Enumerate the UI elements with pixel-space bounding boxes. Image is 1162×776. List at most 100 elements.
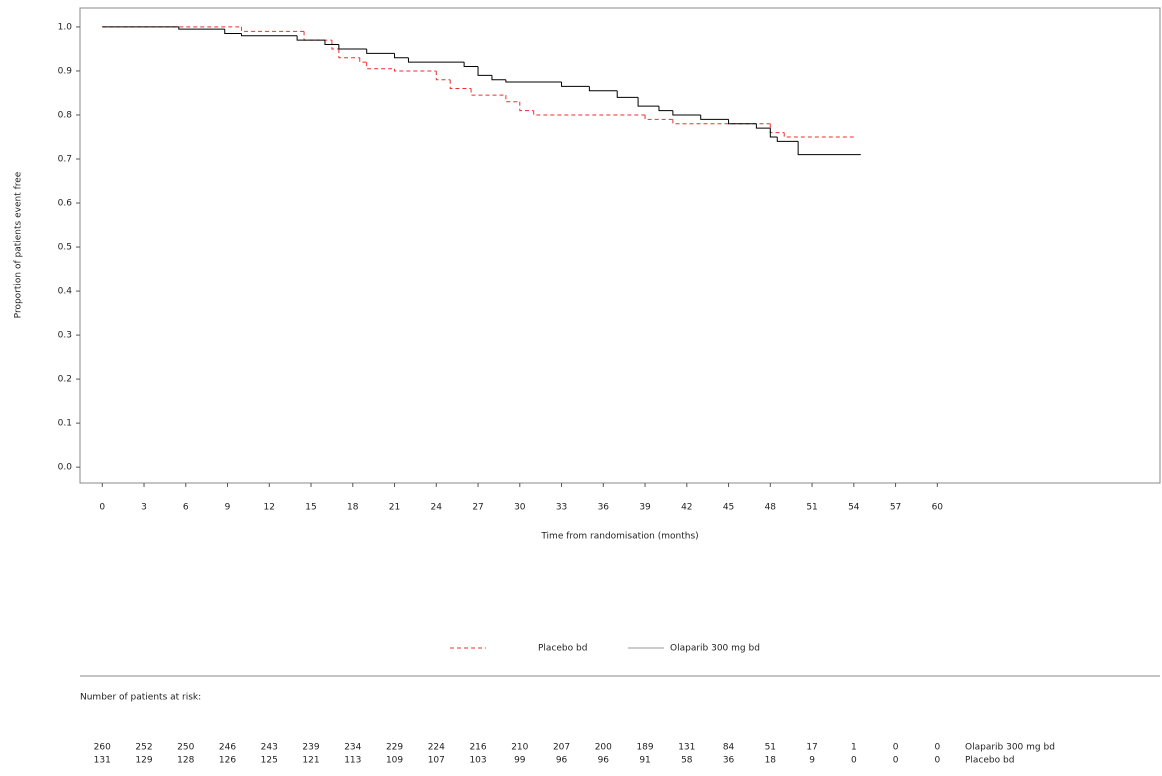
km-step	[477, 66, 492, 76]
y-tick-label: 0.5	[58, 243, 72, 253]
x-tick-label: 57	[890, 503, 901, 513]
at-risk-count: 252	[135, 743, 152, 753]
at-risk-count: 260	[94, 743, 111, 753]
at-risk-count: 200	[595, 743, 612, 753]
x-tick-label: 21	[389, 503, 400, 513]
x-tick-label: 42	[681, 503, 692, 513]
km-step	[338, 48, 360, 59]
at-risk-count: 113	[344, 756, 361, 766]
x-tick-label: 9	[225, 503, 231, 513]
risk-table-title: Number of patients at risk:	[80, 693, 201, 703]
km-step	[240, 33, 298, 37]
at-risk-count: 189	[636, 743, 653, 753]
km-step	[394, 53, 409, 59]
km-step	[224, 29, 242, 35]
y-tick-label: 0.2	[58, 375, 72, 385]
at-risk-count: 239	[302, 743, 319, 753]
at-risk-count: 9	[809, 756, 815, 766]
km-step	[178, 26, 225, 30]
km-step	[637, 97, 659, 107]
x-tick-label: 12	[264, 503, 275, 513]
x-tick-label: 30	[514, 503, 526, 513]
at-risk-count: 224	[428, 743, 445, 753]
x-tick-label: 51	[806, 503, 817, 513]
km-step	[797, 141, 861, 156]
km-step	[366, 48, 395, 54]
at-risk-count: 18	[765, 756, 777, 766]
y-tick-label: 0.4	[58, 287, 73, 297]
at-risk-count: 131	[94, 756, 111, 766]
km-step	[561, 81, 590, 87]
at-risk-count: 84	[723, 743, 735, 753]
at-risk-count: 99	[514, 756, 526, 766]
km-step	[519, 101, 534, 112]
y-tick-label: 0.8	[58, 110, 73, 120]
at-risk-count: 216	[469, 743, 486, 753]
at-risk-count: 0	[893, 756, 899, 766]
km-step	[240, 26, 305, 32]
km-step	[769, 123, 785, 134]
at-risk-count: 1	[851, 743, 857, 753]
at-risk-count: 91	[639, 756, 650, 766]
at-risk-count: 234	[344, 743, 361, 753]
at-risk-count: 246	[219, 743, 236, 753]
x-axis-title: Time from randomisation (months)	[540, 532, 698, 542]
risk-row-label: Olaparib 300 mg bd	[965, 743, 1055, 753]
at-risk-count: 131	[678, 743, 695, 753]
km-step	[505, 95, 520, 103]
km-step	[644, 114, 673, 120]
legend-label: Placebo bd	[538, 644, 587, 654]
at-risk-count: 107	[428, 756, 445, 766]
x-tick-label: 54	[848, 503, 860, 513]
at-risk-count: 250	[177, 743, 194, 753]
x-tick-label: 0	[99, 503, 105, 513]
km-step	[658, 106, 673, 112]
at-risk-count: 0	[934, 756, 940, 766]
y-axis-title: Proportion of patients event free	[14, 171, 24, 318]
km-step	[588, 86, 618, 92]
y-tick-label: 0.0	[58, 463, 73, 473]
at-risk-count: 129	[135, 756, 152, 766]
at-risk-count: 58	[681, 756, 693, 766]
km-step	[359, 57, 367, 63]
x-tick-label: 15	[305, 503, 316, 513]
x-tick-label: 33	[556, 503, 567, 513]
km-step	[672, 110, 701, 116]
plot-frame	[79, 7, 1161, 484]
km-step	[700, 114, 729, 120]
at-risk-count: 0	[851, 756, 857, 766]
km-step	[435, 70, 451, 81]
x-tick-label: 36	[598, 503, 610, 513]
at-risk-count: 51	[765, 743, 776, 753]
at-risk-count: 128	[177, 756, 194, 766]
x-tick-label: 60	[932, 503, 944, 513]
km-step	[491, 75, 506, 81]
risk-row-label: Placebo bd	[965, 756, 1014, 766]
at-risk-count: 229	[386, 743, 403, 753]
x-tick-label: 3	[141, 503, 147, 513]
km-step	[338, 44, 367, 50]
km-step	[331, 40, 339, 50]
km-step	[303, 31, 332, 41]
km-step	[407, 57, 465, 63]
x-tick-label: 18	[347, 503, 359, 513]
at-risk-count: 103	[469, 756, 486, 766]
km-step	[783, 132, 854, 138]
x-tick-label: 27	[472, 503, 483, 513]
km-step	[324, 40, 339, 46]
at-risk-count: 121	[302, 756, 319, 766]
km-step	[776, 136, 799, 142]
x-tick-label: 24	[431, 503, 443, 513]
km-step	[533, 110, 646, 116]
at-risk-count: 210	[511, 743, 528, 753]
y-tick-label: 0.6	[58, 199, 73, 209]
y-tick-label: 0.1	[58, 419, 72, 429]
x-tick-label: 45	[723, 503, 734, 513]
at-risk-count: 0	[893, 743, 899, 753]
at-risk-count: 207	[553, 743, 570, 753]
km-step	[672, 119, 771, 125]
at-risk-count: 17	[806, 743, 817, 753]
y-tick-label: 0.7	[58, 154, 72, 164]
x-tick-label: 48	[765, 503, 777, 513]
